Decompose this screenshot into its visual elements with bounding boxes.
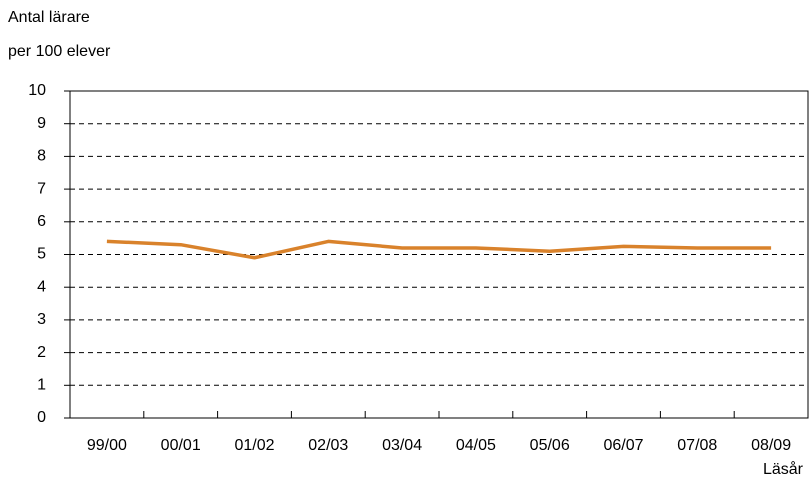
y-tick-label: 3 (37, 311, 46, 328)
y-tick-label: 1 (37, 377, 46, 394)
x-tick-label: 03/04 (382, 437, 422, 454)
x-tick-label: 02/03 (308, 437, 348, 454)
y-tick-label: 6 (37, 213, 46, 230)
y-tick-label: 8 (37, 148, 46, 165)
y-tick-label: 2 (37, 344, 46, 361)
y-tick-label: 4 (37, 278, 46, 295)
x-tick-label: 00/01 (161, 437, 201, 454)
y-tick-label: 0 (37, 409, 46, 426)
x-tick-label: 07/08 (677, 437, 717, 454)
y-axis-label: per 100 elever (8, 43, 111, 60)
x-tick-label: 04/05 (456, 437, 496, 454)
x-tick-label: 05/06 (530, 437, 570, 454)
y-tick-label: 9 (37, 115, 46, 132)
data-line (106, 239, 772, 260)
x-tick-label: 01/02 (234, 437, 274, 454)
y-axis-label: Antal lärare (8, 9, 90, 26)
y-tick-label: 10 (28, 82, 46, 99)
x-tick-label: 99/00 (87, 437, 127, 454)
x-axis-label: Läsår (763, 460, 804, 478)
x-tick-label: 06/07 (603, 437, 643, 454)
y-tick-label: 7 (37, 180, 46, 197)
y-tick-label: 5 (37, 246, 46, 263)
x-tick-label: 08/09 (751, 437, 791, 454)
